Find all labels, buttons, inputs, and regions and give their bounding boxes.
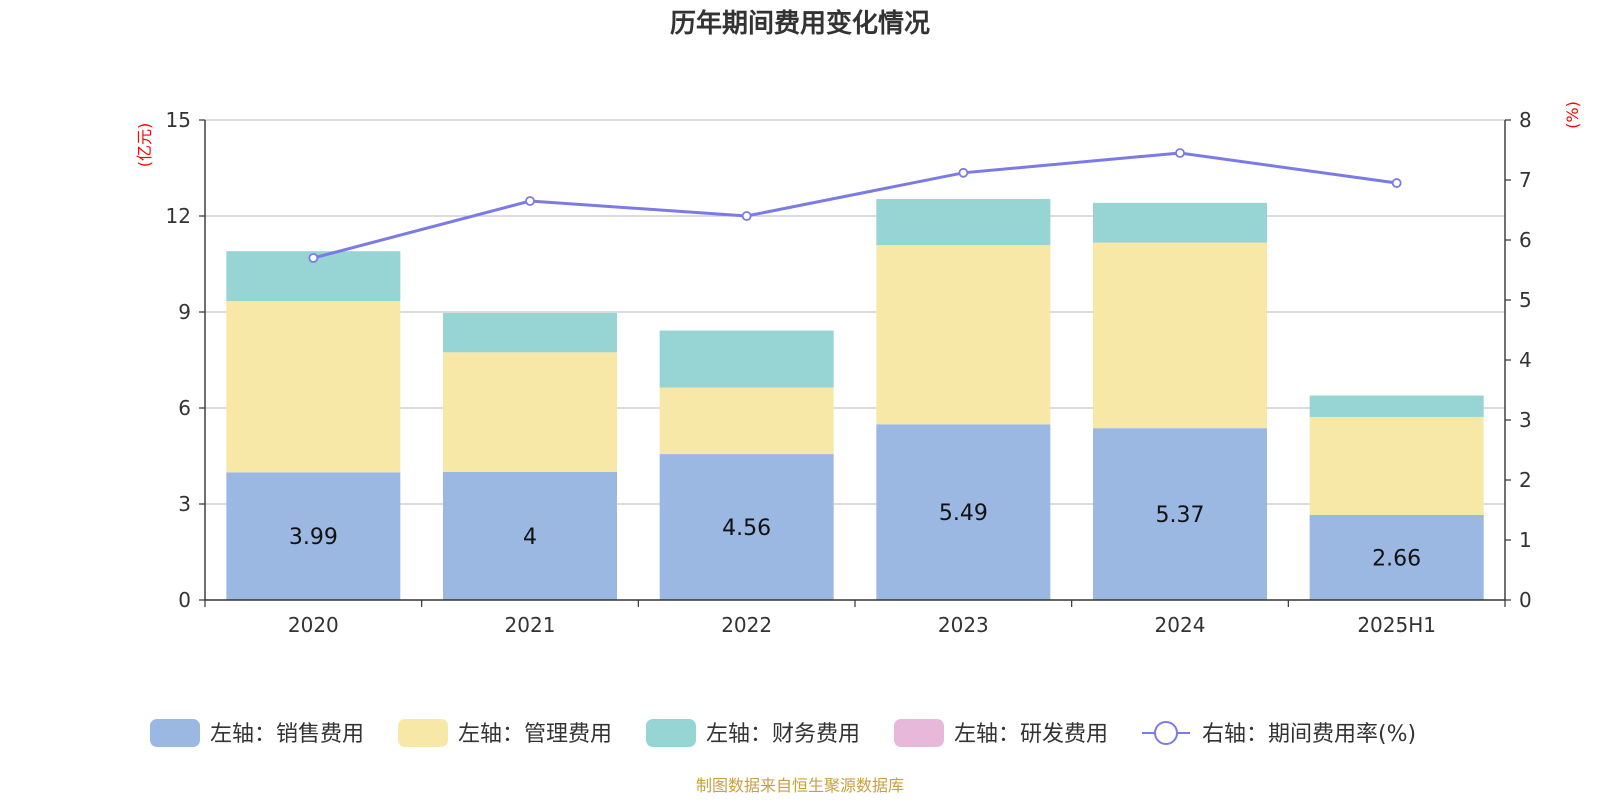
bar-segment-2 [443, 352, 617, 472]
x-tick-label: 2022 [721, 613, 772, 637]
bar-segment-1 [443, 472, 617, 600]
right-tick-label: 5 [1519, 288, 1532, 312]
legend-label: 左轴：研发费用 [954, 722, 1108, 747]
bar-data-label: 4.56 [722, 516, 771, 541]
bar-segment-3 [659, 330, 834, 388]
right-tick-label: 0 [1519, 588, 1532, 612]
bar-segment-1 [659, 454, 834, 600]
right-tick-label: 8 [1519, 108, 1532, 132]
legend-circle-icon [1154, 721, 1178, 745]
legend-swatch [398, 719, 448, 747]
bar-data-label: 5.37 [1156, 503, 1205, 528]
x-tick-label: 2021 [505, 613, 556, 637]
gridlines [205, 119, 1505, 505]
bar-segment-2 [659, 387, 834, 455]
right-tick-label: 2 [1519, 468, 1532, 492]
bar-segment-2 [876, 245, 1051, 425]
legend: 左轴：销售费用 左轴：管理费用 左轴：财务费用 左轴：研发费用 右轴：期间费用率(%) [150, 719, 1416, 747]
legend-swatch [894, 719, 944, 747]
bar-data-label: 5.49 [939, 501, 988, 526]
bar-data-label: 2.66 [1372, 546, 1421, 571]
bar-segment-3 [443, 312, 617, 353]
bar-segment-1 [1093, 428, 1267, 600]
legend-label: 左轴：销售费用 [210, 722, 364, 747]
chart-title: 历年期间费用变化情况 [670, 8, 930, 39]
bars [226, 199, 1484, 600]
rate-line [308, 148, 1402, 263]
right-tick-label: 1 [1519, 528, 1532, 552]
bar-segment-2 [226, 301, 401, 473]
bar-segment-1 [876, 424, 1051, 600]
x-tick-label: 2025H1 [1357, 613, 1436, 637]
rate-point [1391, 178, 1402, 188]
x-tick-label: 2024 [1155, 613, 1206, 637]
left-axis-unit: (亿元) [135, 123, 154, 168]
bar-segment-3 [1093, 202, 1267, 243]
right-tick-label: 3 [1519, 408, 1532, 432]
rate-point [958, 167, 969, 178]
left-tick-label: 12 [166, 204, 191, 228]
bar-segment-1 [1309, 514, 1484, 600]
rate-point [1175, 148, 1185, 158]
bar-data-label: 4 [523, 525, 537, 550]
left-tick-label: 9 [178, 300, 191, 324]
bar-data-label: 3.99 [289, 525, 338, 550]
rate-point [308, 253, 319, 263]
right-axis-unit: (%) [1563, 101, 1582, 129]
rate-point [525, 196, 535, 206]
rate-line-path [312, 151, 1397, 260]
legend-swatch [150, 719, 200, 747]
rate-point [741, 211, 752, 221]
right-tick-label: 4 [1519, 348, 1532, 372]
bar-segment-3 [876, 199, 1051, 246]
legend-label: 左轴：财务费用 [706, 722, 860, 747]
source-note: 制图数据来自恒生聚源数据库 [696, 776, 904, 795]
x-tick-label: 2020 [288, 613, 339, 637]
data-labels: 3.99 4 4.56 5.49 5.37 2.66 [289, 501, 1421, 571]
bar-segment-3 [1309, 395, 1484, 417]
right-tick-label: 6 [1519, 228, 1532, 252]
bar-segment-1 [226, 472, 401, 600]
legend-swatch [646, 719, 696, 747]
left-tick-label: 6 [178, 396, 191, 420]
x-tick-label: 2023 [938, 613, 989, 637]
bar-segment-2 [1093, 242, 1267, 429]
bar-segment-2 [1309, 416, 1484, 515]
legend-label: 右轴：期间费用率(%) [1202, 722, 1416, 747]
legend-label: 左轴：管理费用 [458, 722, 612, 747]
left-tick-label: 3 [178, 492, 191, 516]
left-tick-label: 15 [166, 108, 191, 132]
left-tick-label: 0 [178, 588, 191, 612]
right-tick-label: 7 [1519, 168, 1532, 192]
